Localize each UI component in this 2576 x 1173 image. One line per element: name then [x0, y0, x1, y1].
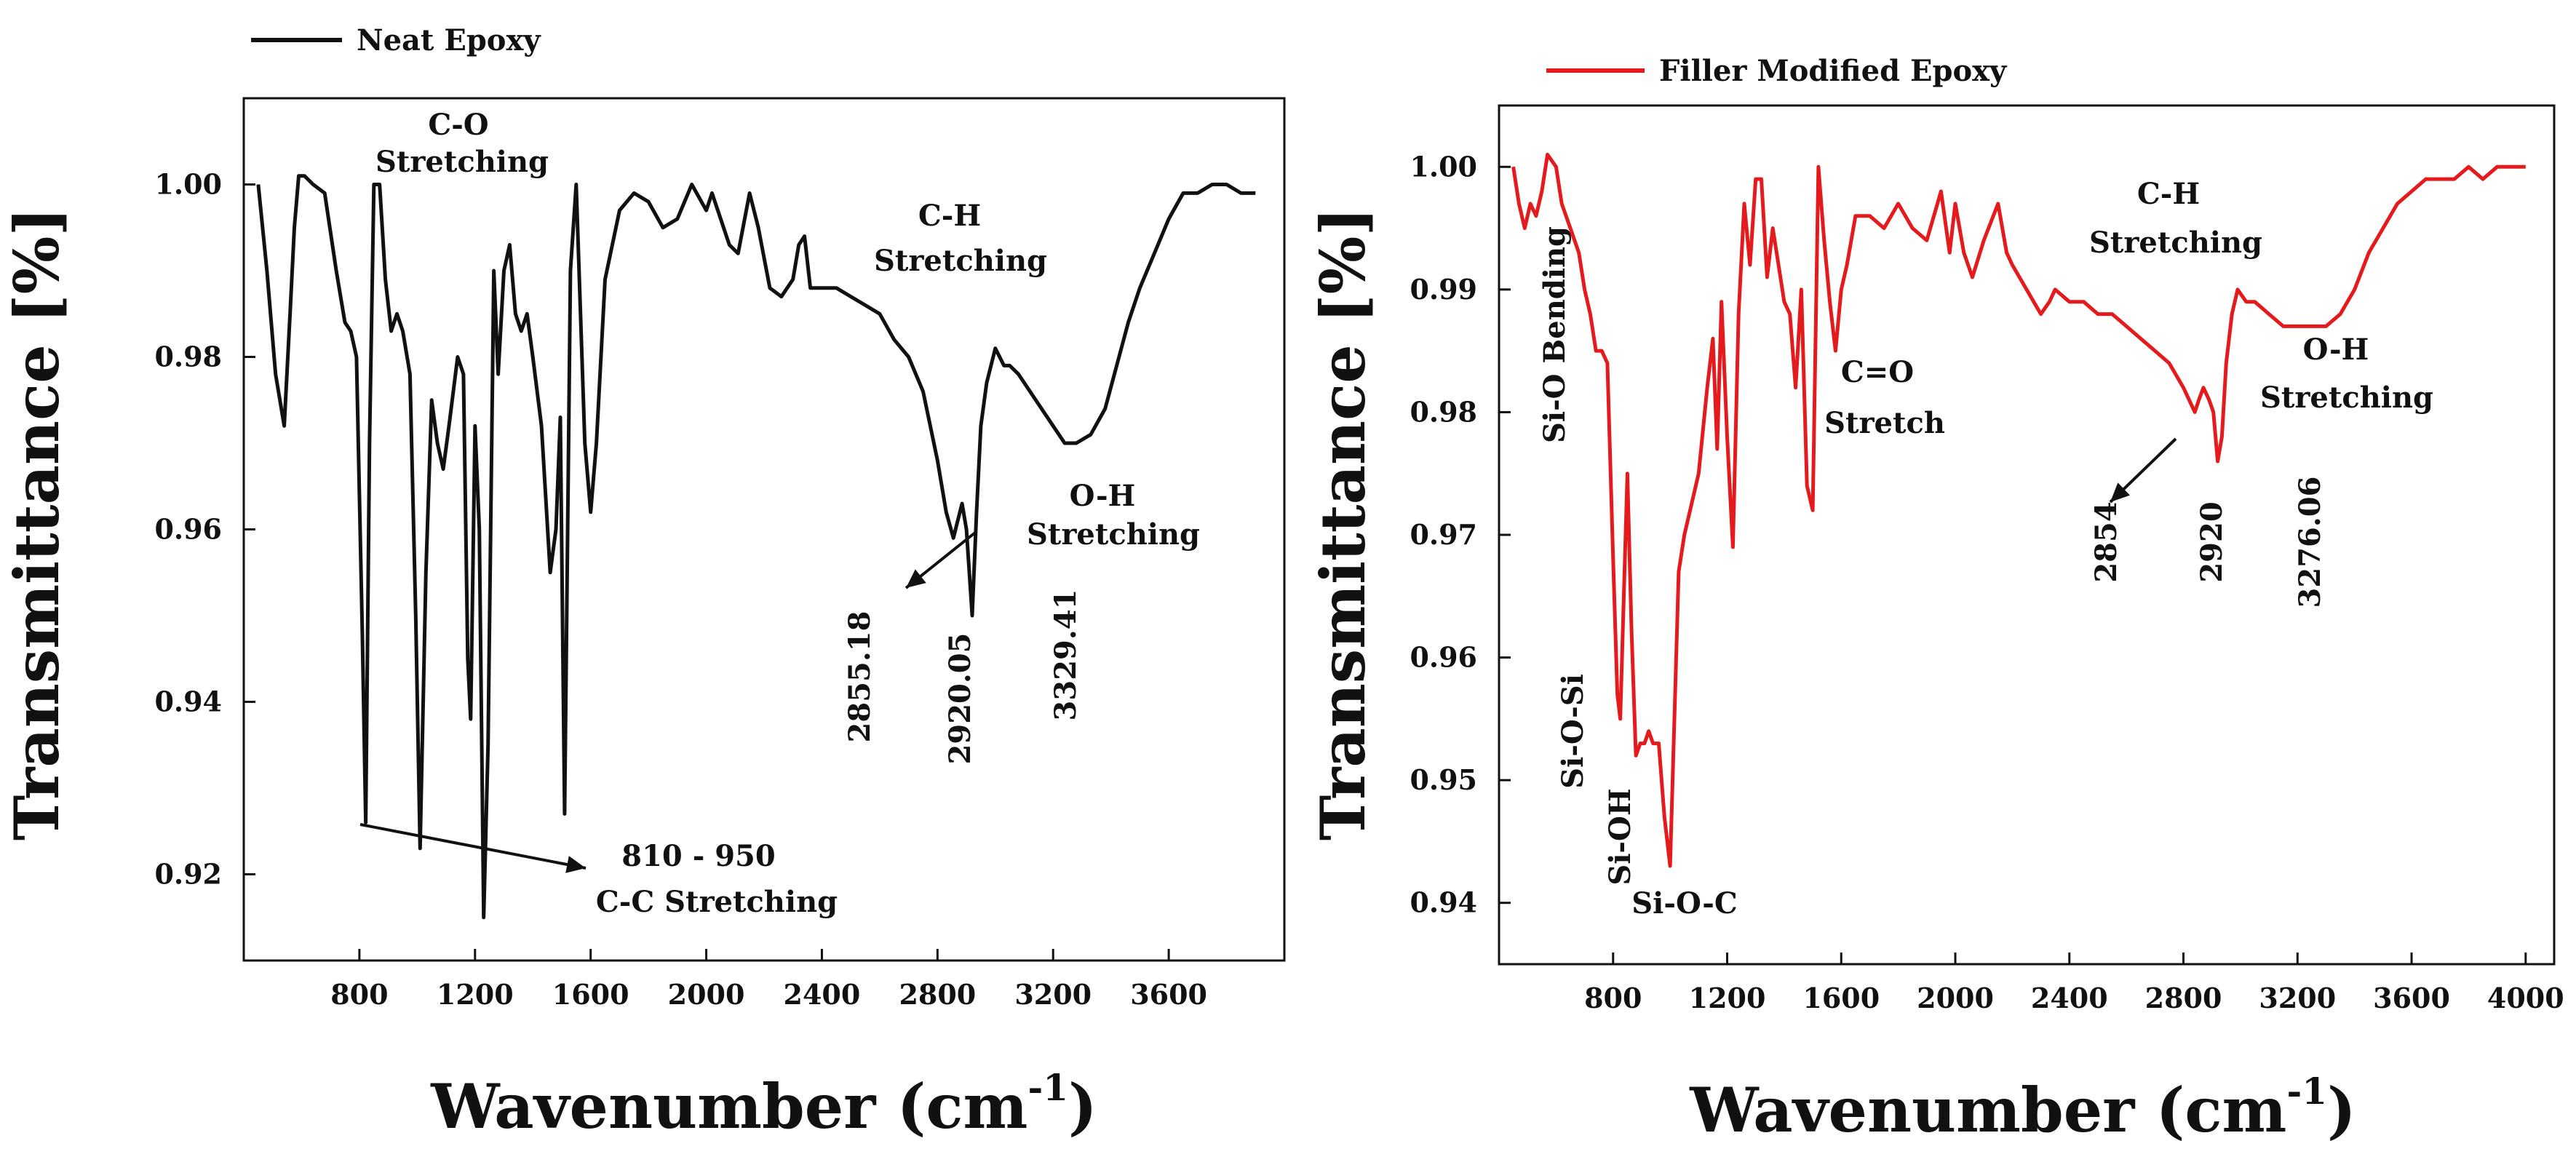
y-axis-title: Transmittance [%]: [1307, 207, 1379, 840]
x-tick-label: 3600: [2373, 982, 2450, 1014]
x-axis-title-main: Wavenumber (cm: [1689, 1074, 2286, 1146]
x-tick-label: 2800: [2145, 982, 2222, 1014]
annotation-label: Stretching: [1027, 517, 1200, 552]
x-tick-label: 3200: [2259, 982, 2336, 1014]
x-axis-title-superscript: -1: [1027, 1066, 1068, 1109]
y-tick-label: 0.98: [1410, 395, 1477, 428]
y-tick-label: 0.94: [154, 685, 222, 718]
x-tick-label: 2400: [784, 978, 861, 1011]
y-tick-label: 0.96: [1410, 641, 1477, 674]
annotation-label: Stretching: [2089, 226, 2262, 260]
x-axis-title-superscript: -1: [2286, 1070, 2327, 1113]
x-axis-title-close: ): [1068, 1070, 1097, 1142]
annotation-label: C-O: [428, 108, 488, 142]
annotation-arrowhead: [906, 569, 926, 588]
annotation-label: Stretching: [874, 244, 1047, 278]
y-tick-label: 1.00: [154, 168, 222, 201]
annotation-label: O-H: [1070, 479, 1136, 513]
x-tick-label: 2800: [899, 978, 976, 1011]
annotation-label: 810 - 950: [621, 839, 775, 873]
annotation-label: 2854: [2089, 501, 2123, 582]
x-axis-title: Wavenumber (cm-1): [1689, 1070, 2356, 1146]
y-tick-label: 0.95: [1410, 763, 1477, 796]
annotation-label: 2855.18: [843, 611, 877, 743]
x-axis-title-close: ): [2327, 1074, 2356, 1146]
x-tick-label: 4000: [2487, 982, 2564, 1014]
annotation-label: 3276.06: [2293, 477, 2327, 608]
x-tick-label: 3200: [1014, 978, 1092, 1011]
series-line: [256, 174, 1256, 920]
x-tick-label: 1600: [552, 978, 629, 1011]
annotation-label: Stretching: [375, 145, 549, 179]
y-tick-label: 0.97: [1410, 518, 1477, 551]
annotation-label: Stretching: [2260, 381, 2433, 415]
y-tick-label: 0.99: [1410, 273, 1477, 306]
annotation-label: Si-OH: [1603, 788, 1637, 885]
x-tick-label: 2000: [1917, 982, 1994, 1014]
annotation-label: C-C Stretching: [596, 885, 838, 919]
x-tick-label: 2000: [668, 978, 745, 1011]
annotation-label: 2920.05: [943, 633, 977, 765]
chart-panel-1: 800 1200 1600 2000 2400 2800 3200 3600 0.92 0.94 0…: [1, 23, 1286, 1142]
legend-label: Neat Epoxy: [357, 23, 541, 57]
y-axis-title: Transmittance [%]: [1, 207, 73, 840]
legend-label: Filler Modified Epoxy: [1659, 54, 2008, 88]
annotation-arrowhead: [2110, 482, 2130, 502]
plot-frame: [1498, 104, 2556, 966]
annotation-arrowhead: [565, 856, 586, 873]
y-tick-label: 0.98: [154, 341, 222, 373]
y-tick-label: 0.92: [154, 858, 222, 891]
annotation-label: 2920: [2195, 501, 2229, 582]
x-axis-title-main: Wavenumber (cm: [430, 1070, 1027, 1142]
annotation-label: 3329.41: [1049, 589, 1083, 721]
x-axis-title: Wavenumber (cm-1): [430, 1066, 1097, 1142]
x-tick-label: 800: [330, 978, 388, 1011]
x-tick-label: 1200: [437, 978, 514, 1011]
x-tick-label: 3600: [1130, 978, 1207, 1011]
x-tick-label: 2400: [2031, 982, 2108, 1014]
x-tick-label: 800: [1584, 982, 1642, 1014]
annotation-label: Stretch: [1824, 406, 1945, 440]
x-tick-label: 1200: [1689, 982, 1766, 1014]
y-tick-label: 0.94: [1410, 886, 1477, 919]
chart-panel-2: 800 1200 1600 2000 2400 2800 3200 3600 4000 0.94 0…: [1307, 54, 2564, 1146]
annotation-label: C=O: [1841, 355, 1914, 389]
annotation-label: Si-O-Si: [1556, 674, 1590, 789]
y-tick-label: 1.00: [1410, 150, 1477, 183]
annotation-label: Si-O Bending: [1538, 226, 1572, 443]
x-tick-label: 1600: [1802, 982, 1880, 1014]
series-line: [1511, 152, 2526, 868]
annotation-label: O-H: [2303, 333, 2369, 367]
annotation-label: C-H: [2137, 177, 2200, 211]
annotation-label: Si-O-C: [1631, 886, 1737, 920]
annotation-label: C-H: [918, 199, 981, 233]
annotation-arrow: [359, 823, 587, 870]
y-tick-label: 0.96: [154, 513, 222, 546]
